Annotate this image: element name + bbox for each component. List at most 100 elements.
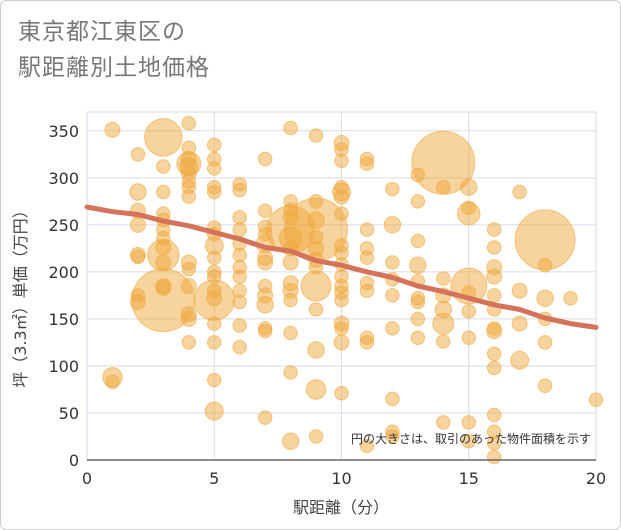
bubble-point — [486, 435, 502, 451]
x-tick-label: 20 — [586, 469, 606, 488]
bubble-point — [257, 254, 274, 271]
bubble-point — [334, 321, 349, 336]
x-tick-label: 5 — [209, 469, 219, 488]
bubble-point — [385, 181, 400, 197]
bubble-point — [334, 206, 349, 221]
bubble-point — [181, 261, 197, 277]
bubble-point — [257, 323, 273, 339]
bubble-point — [410, 294, 426, 310]
bubble-point — [461, 330, 476, 345]
bubble-point — [155, 279, 172, 296]
bubble-point — [308, 128, 324, 143]
bubble-point — [563, 290, 578, 306]
bubble-point — [156, 230, 171, 246]
bubble-point — [410, 194, 426, 209]
bubble-point — [436, 415, 451, 430]
bubble-point — [207, 184, 222, 200]
y-tick-label: 0 — [69, 451, 79, 470]
title-line-2: 駅距離別土地価格 — [18, 55, 210, 81]
bubble-point — [207, 335, 222, 350]
bubble-point — [105, 374, 120, 390]
y-tick-label: 300 — [48, 169, 79, 188]
bubble-point — [510, 350, 530, 370]
bubble-point — [434, 300, 453, 319]
bubble-point — [281, 432, 300, 450]
bubble-point — [511, 282, 528, 299]
bubble-point — [207, 316, 222, 331]
bubble-point — [359, 156, 375, 171]
bubble-point — [307, 341, 325, 359]
bubble-point — [436, 334, 451, 349]
bubble-point — [486, 268, 503, 285]
bubble-point — [333, 334, 350, 351]
bubble-point — [180, 310, 197, 327]
bubble-point — [232, 318, 247, 333]
bubble-point — [385, 288, 400, 303]
bubble-point — [461, 433, 476, 449]
bubbles — [102, 116, 604, 465]
bubble-point — [130, 249, 146, 265]
bubble-point — [359, 250, 375, 266]
y-tick-label: 250 — [48, 216, 79, 235]
bubble-point — [511, 315, 528, 332]
bubble-point — [207, 372, 222, 388]
y-tick-label: 350 — [48, 122, 79, 141]
title-line-1: 東京都江東区の — [18, 19, 186, 45]
y-axis-title: 坪（3.3㎡）単価（万円） — [11, 202, 30, 387]
bubble-point — [512, 184, 527, 200]
bubble-point — [461, 304, 476, 319]
bubble-point — [307, 211, 325, 229]
bubble-point — [283, 365, 298, 380]
bubble-point — [156, 159, 171, 174]
bubble-point — [334, 385, 349, 401]
bubble-point — [359, 438, 375, 454]
bubble-point — [305, 379, 327, 400]
bubble-point — [232, 247, 247, 263]
bubble-point — [409, 256, 427, 275]
x-axis-title: 駅距離（分） — [293, 498, 389, 517]
bubble-point — [486, 449, 502, 465]
bubble-point — [207, 137, 222, 153]
bubble-point — [537, 378, 553, 393]
bubble-point — [461, 200, 476, 216]
bubble-point — [232, 210, 247, 225]
y-tick-label: 50 — [59, 404, 79, 423]
bubble-point — [181, 189, 197, 204]
bubble-point — [207, 269, 222, 284]
y-tick-label: 100 — [48, 357, 79, 376]
x-tick-label: 10 — [331, 469, 351, 488]
bubble-point — [283, 325, 298, 341]
bubble-point — [232, 182, 247, 198]
bubble-point — [232, 294, 247, 310]
bubble-point — [410, 311, 426, 327]
bubble-point — [460, 178, 478, 196]
y-tick-label: 150 — [48, 310, 79, 329]
bubble-point — [461, 415, 476, 430]
bubble-point — [257, 203, 273, 219]
bubble-point — [486, 346, 502, 361]
bubble-point — [130, 288, 146, 303]
bubble-point — [181, 116, 197, 131]
bubble-point — [130, 147, 146, 162]
bubble-point — [308, 194, 324, 209]
bubble-point — [486, 321, 502, 336]
bubble-point — [257, 227, 273, 242]
bubble-point — [308, 429, 324, 444]
bubble-point — [207, 250, 222, 266]
size-note: 円の大きさは、取引のあった物件面積を示す — [351, 431, 591, 446]
bubble-point — [129, 216, 146, 233]
bubble-point — [156, 184, 171, 200]
bubble-point — [486, 360, 502, 376]
bubble-point — [385, 321, 400, 336]
bubble-point — [283, 120, 298, 136]
bubble-point — [207, 283, 222, 298]
bubble-point — [308, 302, 324, 317]
bubble-point — [283, 292, 298, 308]
bubble-point — [537, 335, 553, 350]
bubble-point — [486, 240, 502, 255]
bubble-point — [181, 140, 197, 155]
bubble-point — [537, 258, 553, 273]
x-tick-label: 0 — [82, 469, 92, 488]
bubble-point — [282, 254, 299, 271]
